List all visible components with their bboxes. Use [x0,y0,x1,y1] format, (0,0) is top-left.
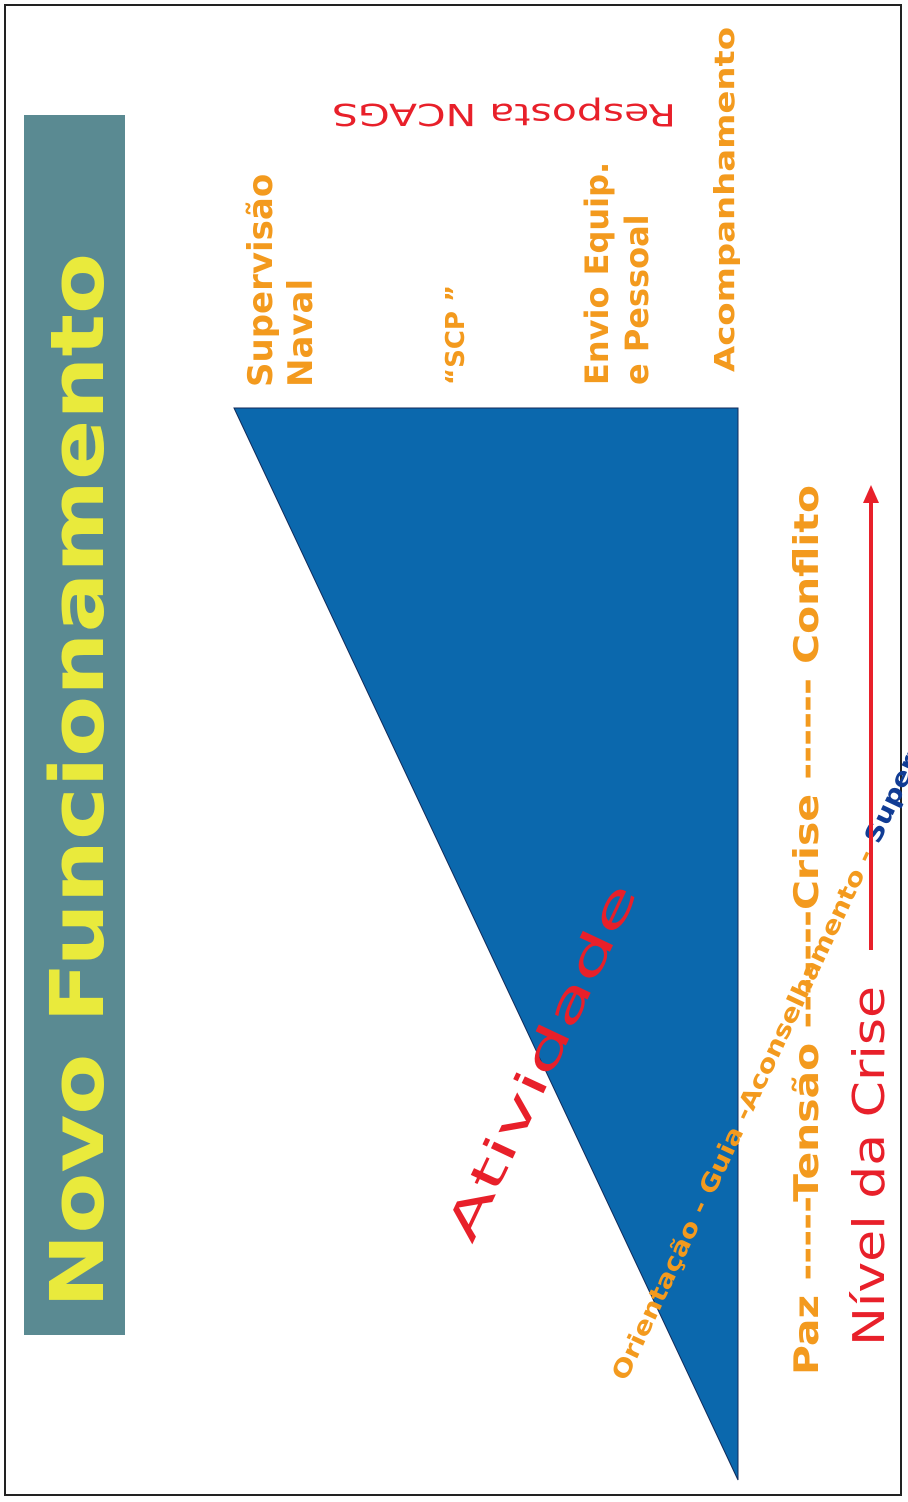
label-envio: Envio Equip. e Pessoal [578,162,656,385]
label-supervisao-naval: Supervisão Naval [241,174,321,387]
label-scp: “SCP ” [441,285,471,385]
activity-supervisao-part: Supervisão [859,676,908,848]
supervisao-line-1: Supervisão [241,174,281,387]
label-nivel: Nível da Crise [844,986,895,1346]
title-group: Novo Funcionamento [35,253,121,1308]
activity-triangle [233,407,739,1481]
crisis-arrow-head [863,485,879,503]
nivel-text: Nível da Crise [844,986,895,1346]
envio-line-1: Envio Equip. [578,162,616,385]
resposta-text: Resposta NCAGS [332,96,676,131]
title-space [35,1023,121,1054]
label-resposta: Resposta NCAGS [332,96,676,131]
title-text: Novo Funcionamento [35,253,121,1308]
title-banner [24,115,125,1335]
stages-text: Paz -----Tensão -------Crise ------ Conf… [787,485,827,1375]
label-stages: Paz -----Tensão -------Crise ------ Conf… [787,485,827,1375]
scp-text: “SCP ” [441,285,471,385]
title-part1: Novo [35,1054,121,1308]
envio-line-2: e Pessoal [618,214,656,385]
title-part2: Funcionamento [35,253,121,1023]
acompanhamento-text: Acompanhamento [708,27,741,372]
label-acompanhamento: Acompanhamento [708,27,741,372]
supervisao-line-2: Naval [281,279,321,387]
